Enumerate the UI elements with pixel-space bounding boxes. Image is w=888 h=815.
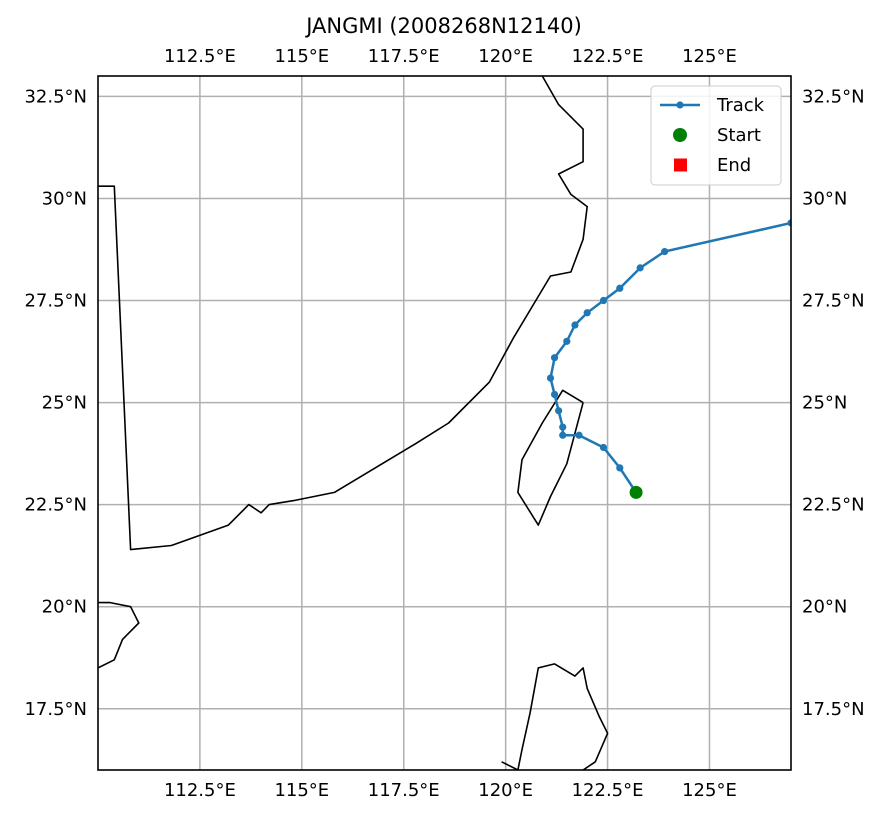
lat-tick-label-right: 27.5°N: [802, 291, 865, 312]
lon-tick-label-bottom: 112.5°E: [164, 780, 236, 801]
legend-label: End: [717, 155, 751, 176]
lat-tick-label-right: 25°N: [802, 393, 847, 414]
legend-label: Start: [717, 125, 761, 146]
lon-tick-label-top: 115°E: [274, 46, 329, 67]
lat-tick-label-left: 27.5°N: [24, 291, 87, 312]
lat-tick-label-left: 17.5°N: [24, 699, 87, 720]
lon-tick-label-top: 117.5°E: [368, 46, 440, 67]
legend-label: Track: [716, 95, 765, 116]
lat-tick-label-right: 30°N: [802, 188, 847, 209]
coastline: [98, 76, 587, 550]
track-point: [600, 444, 607, 451]
lat-tick-label-left: 22.5°N: [24, 495, 87, 516]
lon-tick-label-bottom: 125°E: [682, 780, 737, 801]
legend-end-swatch: [674, 159, 687, 172]
lon-tick-label-bottom: 122.5°E: [572, 780, 644, 801]
track-point: [551, 354, 558, 361]
lon-tick-label-top: 125°E: [682, 46, 737, 67]
coastlines: [98, 76, 608, 770]
lon-tick-label-bottom: 120°E: [478, 780, 533, 801]
track-point: [600, 297, 607, 304]
lat-tick-label-left: 32.5°N: [24, 86, 87, 107]
lon-tick-label-top: 120°E: [478, 46, 533, 67]
lat-tick-label-left: 20°N: [42, 597, 87, 618]
track-point: [555, 407, 562, 414]
track-point: [551, 391, 558, 398]
lon-tick-label-bottom: 117.5°E: [368, 780, 440, 801]
legend-start-swatch: [673, 128, 687, 142]
lat-tick-label-left: 25°N: [42, 393, 87, 414]
track-point: [559, 423, 566, 430]
legend: Track Start End: [651, 86, 781, 185]
lat-tick-label-right: 20°N: [802, 597, 847, 618]
coastline: [502, 664, 608, 770]
track-point: [559, 432, 566, 439]
lat-tick-label-left: 30°N: [42, 188, 87, 209]
track-line: [551, 223, 792, 492]
lon-tick-label-bottom: 115°E: [274, 780, 329, 801]
track-point: [584, 309, 591, 316]
chart-title: JANGMI (2008268N12140): [304, 14, 582, 38]
lon-tick-label-top: 112.5°E: [164, 46, 236, 67]
track-point: [563, 338, 570, 345]
track-point: [637, 264, 644, 271]
track-point: [616, 464, 623, 471]
lon-tick-label-top: 122.5°E: [572, 46, 644, 67]
track-series: [547, 219, 795, 499]
track-point: [575, 432, 582, 439]
lat-tick-label-right: 32.5°N: [802, 86, 865, 107]
track-point: [661, 248, 668, 255]
lat-tick-label-right: 22.5°N: [802, 495, 865, 516]
track-point: [571, 321, 578, 328]
track-point: [616, 285, 623, 292]
legend-track-dot: [676, 101, 683, 108]
track-point: [547, 374, 554, 381]
lat-tick-label-right: 17.5°N: [802, 699, 865, 720]
coastline: [98, 603, 139, 668]
start-marker: [630, 486, 643, 499]
